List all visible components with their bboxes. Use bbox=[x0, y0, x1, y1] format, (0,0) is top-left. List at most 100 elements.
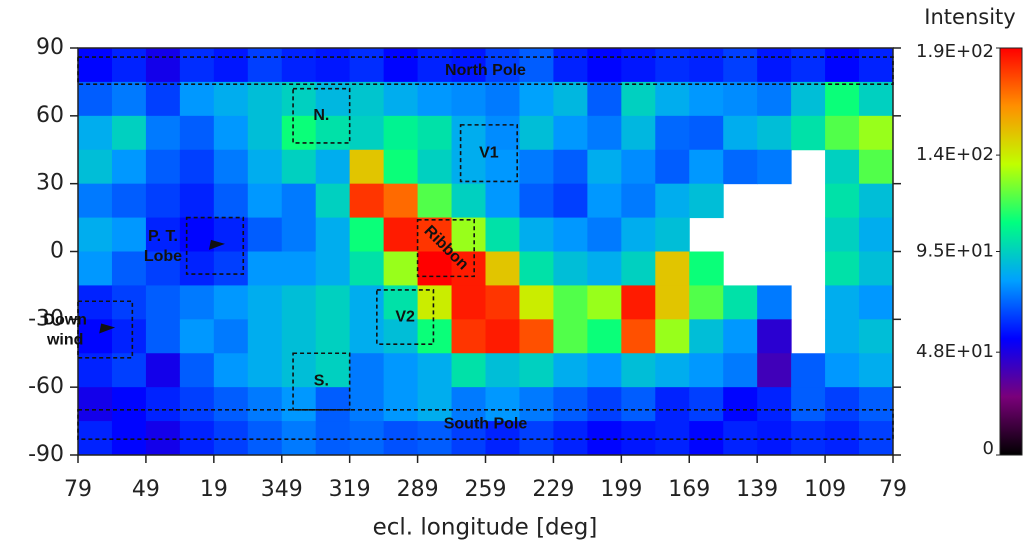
heatmap-cell bbox=[417, 319, 453, 354]
y-tick-label: -60 bbox=[28, 374, 64, 399]
heatmap-cell bbox=[519, 387, 554, 422]
heatmap-cell bbox=[485, 251, 520, 286]
heatmap-cell bbox=[315, 217, 351, 252]
heatmap-cell bbox=[247, 183, 283, 219]
heatmap-cell bbox=[281, 183, 317, 219]
heatmap-cell bbox=[485, 183, 520, 219]
heatmap-cell bbox=[281, 149, 317, 185]
heatmap-cell bbox=[553, 421, 588, 456]
heatmap-cell bbox=[349, 319, 385, 354]
heatmap-cell bbox=[78, 387, 113, 422]
colorbar-tick-label: 4.8E+01 bbox=[916, 341, 994, 362]
colorbar-tick-label: 1.9E+02 bbox=[916, 41, 994, 62]
heatmap-cell bbox=[655, 48, 690, 83]
heatmap-cell bbox=[553, 251, 588, 286]
heatmap-cell bbox=[485, 149, 520, 185]
heatmap-cell bbox=[825, 149, 860, 185]
heatmap-cell bbox=[553, 387, 588, 422]
heatmap-cell bbox=[281, 217, 317, 252]
x-tick-label: 199 bbox=[600, 477, 642, 502]
heatmap-cell bbox=[383, 353, 419, 388]
heatmap-cell bbox=[213, 387, 249, 422]
heatmap-cell bbox=[587, 387, 622, 422]
heatmap-cell bbox=[825, 387, 860, 422]
heatmap-cell bbox=[247, 48, 283, 83]
y-tick-label: 90 bbox=[36, 35, 64, 60]
heatmap-cell bbox=[757, 387, 792, 422]
heatmap-cell bbox=[281, 285, 317, 320]
heatmap-cell bbox=[349, 149, 385, 185]
heatmap-cell bbox=[213, 48, 249, 83]
heatmap-cell bbox=[859, 217, 894, 252]
heatmap-cell bbox=[281, 81, 317, 117]
heatmap-cell bbox=[179, 115, 215, 151]
heatmap-cell bbox=[179, 387, 215, 422]
heatmap-cell bbox=[315, 285, 351, 320]
x-tick-label: 49 bbox=[132, 477, 160, 502]
heatmap-cell bbox=[349, 183, 385, 219]
heatmap-cell bbox=[145, 421, 181, 456]
heatmap-cell bbox=[179, 421, 215, 456]
heatmap-cell bbox=[621, 217, 656, 252]
heatmap-cell bbox=[78, 353, 113, 388]
heatmap-cell bbox=[145, 251, 181, 286]
heatmap-cell bbox=[315, 319, 351, 354]
heatmap-cell bbox=[689, 48, 724, 83]
heatmap-cell bbox=[825, 353, 860, 388]
heatmap-cell bbox=[78, 285, 113, 320]
heatmap-cell bbox=[417, 421, 453, 456]
heatmap-cell bbox=[757, 115, 792, 151]
heatmap-cell bbox=[179, 251, 215, 286]
heatmap-cell bbox=[383, 319, 419, 354]
heatmap-cell bbox=[485, 319, 520, 354]
heatmap-cell bbox=[213, 149, 249, 185]
heatmap-cell bbox=[587, 183, 622, 219]
heatmap-cell bbox=[349, 115, 385, 151]
heatmap-cell bbox=[485, 353, 520, 388]
heatmap-cell bbox=[587, 353, 622, 388]
heatmap-cell bbox=[247, 115, 283, 151]
heatmap-cell bbox=[587, 48, 622, 83]
heatmap-cell bbox=[179, 149, 215, 185]
heatmap-cell bbox=[655, 387, 690, 422]
heatmap-cell bbox=[553, 285, 588, 320]
heatmap-cell bbox=[179, 217, 215, 252]
heatmap-cell bbox=[315, 115, 351, 151]
x-tick-label: 229 bbox=[532, 477, 574, 502]
heatmap-cell bbox=[553, 115, 588, 151]
heatmap-cell bbox=[723, 353, 758, 388]
heatmap-cell bbox=[111, 115, 147, 151]
heatmap-cell bbox=[417, 81, 453, 117]
heatmap-cell bbox=[825, 421, 860, 456]
heatmap-cell bbox=[621, 421, 656, 456]
heatmap-cell bbox=[757, 319, 792, 354]
heatmap-cell bbox=[451, 183, 486, 219]
heatmap-cell bbox=[723, 285, 758, 320]
heatmap-cell bbox=[723, 387, 758, 422]
heatmap-cell bbox=[247, 387, 283, 422]
heatmap-cell bbox=[281, 319, 317, 354]
heatmap-cell bbox=[689, 251, 724, 286]
heatmap-cell bbox=[859, 251, 894, 286]
x-tick-label: 79 bbox=[879, 477, 907, 502]
heatmap-cell bbox=[78, 421, 113, 456]
heatmap-cell bbox=[247, 81, 283, 117]
heatmap-cell bbox=[655, 81, 690, 117]
heatmap-cell bbox=[349, 217, 385, 252]
heatmap-cell bbox=[655, 183, 690, 219]
heatmap-cell bbox=[825, 81, 860, 117]
heatmap-cell bbox=[315, 421, 351, 456]
heatmap-cell bbox=[519, 421, 554, 456]
heatmap-cell bbox=[757, 421, 792, 456]
y-tick-label: -90 bbox=[28, 442, 64, 467]
heatmap-cell bbox=[451, 48, 486, 83]
heatmap-cell bbox=[587, 285, 622, 320]
heatmap-cell bbox=[621, 183, 656, 219]
heatmap-cell bbox=[78, 217, 113, 252]
heatmap-cell bbox=[723, 149, 758, 185]
heatmap-cell bbox=[315, 183, 351, 219]
heatmap-cell bbox=[111, 319, 147, 354]
heatmap-cell bbox=[179, 183, 215, 219]
annotation-box bbox=[77, 56, 894, 85]
